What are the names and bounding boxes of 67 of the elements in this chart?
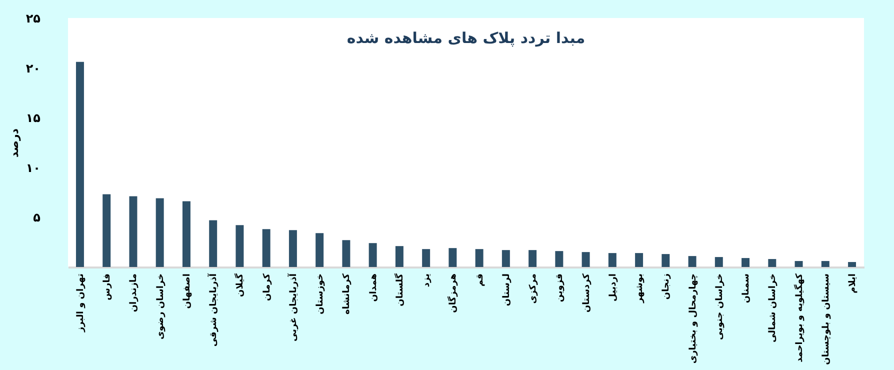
bar — [316, 233, 324, 267]
bar — [528, 250, 537, 267]
x-tick-label: بوشهر — [635, 274, 646, 304]
x-tick-label: کهگیلویه و بویراحمد — [792, 272, 805, 362]
x-tick-label: تهران و البرز — [76, 274, 86, 333]
x-tick-label: مرکزی — [528, 274, 539, 304]
y-tick-label: ۵ — [33, 210, 40, 225]
bar — [156, 198, 164, 267]
x-tick-label: خراسان رضوی — [156, 274, 166, 340]
x-tick-label: هرمزگان — [446, 274, 459, 313]
bar — [768, 259, 776, 267]
bar — [236, 225, 244, 267]
x-tick-label: آذربایجان غربی — [286, 272, 299, 342]
y-tick-label: ۲۵ — [26, 12, 40, 26]
y-axis-title: درصد — [8, 128, 21, 158]
bar — [342, 240, 350, 267]
bar — [262, 229, 270, 267]
bar — [368, 243, 377, 267]
x-tick-label: همدان — [368, 274, 379, 302]
bar — [688, 256, 696, 267]
x-tick-label: زنجان — [662, 274, 672, 300]
x-tick-label: اصفهان — [182, 274, 192, 309]
bar — [662, 254, 670, 267]
bar — [395, 246, 404, 267]
bar — [182, 201, 190, 267]
bar — [448, 248, 457, 267]
bar — [422, 249, 430, 267]
x-tick-label: قزوین — [555, 273, 566, 302]
x-tick-label: یزد — [422, 274, 432, 288]
bar — [475, 249, 484, 267]
x-tick-label: خراسان جنوبی — [714, 274, 725, 340]
bar — [794, 261, 803, 267]
x-tick-label: فارس — [102, 273, 113, 300]
bar — [848, 262, 856, 267]
x-tick-label: خوزستان — [316, 274, 326, 314]
bar — [209, 220, 218, 267]
x-tick-label: گلستان — [393, 272, 406, 306]
bar — [821, 261, 830, 267]
y-tick-label: ۲۰ — [26, 61, 40, 76]
y-tick-label: ۱۰ — [26, 160, 40, 175]
x-tick-label: آذربایجان شرقی — [207, 272, 220, 347]
x-tick-label: کرمان — [262, 272, 272, 301]
x-tick-label: اردبیل — [608, 274, 618, 302]
x-tick-label: مازندران — [129, 274, 140, 312]
x-tick-label: سیستان و بلوچستان — [821, 273, 832, 365]
x-tick-label: لرستان — [502, 274, 512, 306]
text: مبدا تردد پلاک های مشاهده شده — [346, 29, 586, 47]
x-tick-label: خراسان شمالی — [768, 274, 778, 342]
bar — [555, 251, 564, 267]
bar — [714, 257, 723, 267]
bar — [608, 253, 616, 267]
x-tick-label: ایلام — [848, 274, 858, 294]
x-tick-label: قم — [475, 273, 486, 286]
x-tick-label: کردستان — [582, 272, 592, 313]
bar — [742, 258, 750, 267]
bar — [582, 252, 590, 267]
bar — [288, 230, 297, 267]
bar — [76, 62, 84, 267]
bar — [129, 196, 138, 267]
bar — [502, 250, 510, 267]
bar — [635, 253, 644, 267]
x-tick-label: گیلان — [234, 272, 246, 297]
y-tick-label: ۱۵ — [26, 111, 40, 126]
bar — [102, 194, 111, 267]
x-tick-label: چهارمحال و بختیاری — [688, 274, 698, 364]
x-tick-label: کرمانشاه — [342, 272, 352, 315]
x-tick-label: سمنان — [742, 273, 752, 304]
